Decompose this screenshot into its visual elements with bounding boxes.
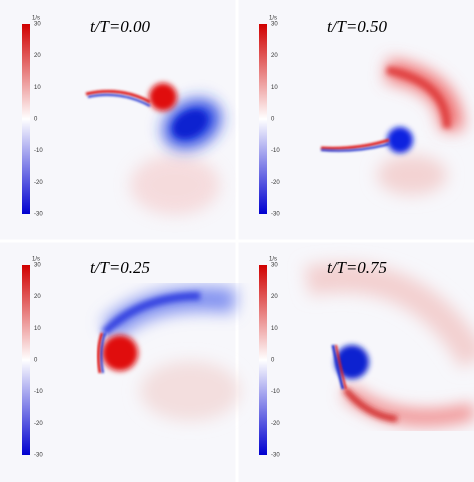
colorbar-tick-label: 30: [34, 263, 41, 269]
colorbar-tick-label: -10: [34, 389, 43, 395]
colorbar-tick-label: -20: [34, 180, 43, 186]
field: [85, 83, 221, 215]
colorbar-tick-label: 10: [271, 85, 278, 91]
panel: t/T=0.00 1/s30 20 10 0 -10 -20 -30: [22, 16, 151, 218]
field: [304, 262, 474, 425]
colorbar-unit: 1/s: [32, 16, 40, 22]
colorbar-tick-label: -30: [271, 212, 280, 218]
colorbar-tick-label: -30: [34, 453, 43, 459]
colorbar-tick-label: -10: [34, 148, 43, 154]
colorbar-tick-label: 30: [271, 263, 278, 269]
colorbar-tick-label: -20: [271, 180, 280, 186]
colorbar-tick-label: -20: [34, 421, 43, 427]
panel: t/T=0.75 1/s30 20 10 0 -10 -20 -30: [259, 257, 387, 459]
colorbar-tick-label: 0: [271, 117, 275, 123]
colorbar-tick-label: 10: [34, 326, 41, 332]
panel-title: t/T=0.00: [90, 17, 151, 36]
colorbar-tick-label: -20: [271, 421, 280, 427]
colorbar: [259, 24, 267, 214]
colorbar-tick-label: -30: [271, 453, 280, 459]
colorbar-tick-label: 10: [34, 85, 41, 91]
panel-title: t/T=0.75: [327, 258, 387, 277]
colorbar-tick-label: 20: [34, 53, 41, 59]
panel-title: t/T=0.25: [90, 258, 150, 277]
panel: t/T=0.50 1/s30 20 10 0 -10 -20 -30: [259, 16, 388, 218]
field: [320, 59, 463, 195]
colorbar-tick-label: 20: [34, 294, 41, 300]
colorbar-tick-label: -30: [34, 212, 43, 218]
colorbar-unit: 1/s: [269, 257, 277, 263]
field: [96, 287, 240, 421]
colorbar-tick-label: 0: [34, 117, 38, 123]
colorbar-tick-label: 20: [271, 53, 278, 59]
colorbar-tick-label: 0: [271, 358, 275, 364]
colorbar: [259, 265, 267, 455]
panel: t/T=0.25 1/s30 20 10 0 -10 -20 -30: [22, 257, 150, 459]
colorbar: [22, 24, 30, 214]
colorbar-tick-label: 30: [34, 22, 41, 28]
colorbar-tick-label: 10: [271, 326, 278, 332]
colorbar-unit: 1/s: [32, 257, 40, 263]
colorbar: [22, 265, 30, 455]
colorbar-tick-label: 30: [271, 22, 278, 28]
colorbar-tick-label: 20: [271, 294, 278, 300]
colorbar-unit: 1/s: [269, 16, 277, 22]
colorbar-tick-label: -10: [271, 148, 280, 154]
panel-title: t/T=0.50: [327, 17, 388, 36]
colorbar-tick-label: -10: [271, 389, 280, 395]
colorbar-tick-label: 0: [34, 358, 38, 364]
